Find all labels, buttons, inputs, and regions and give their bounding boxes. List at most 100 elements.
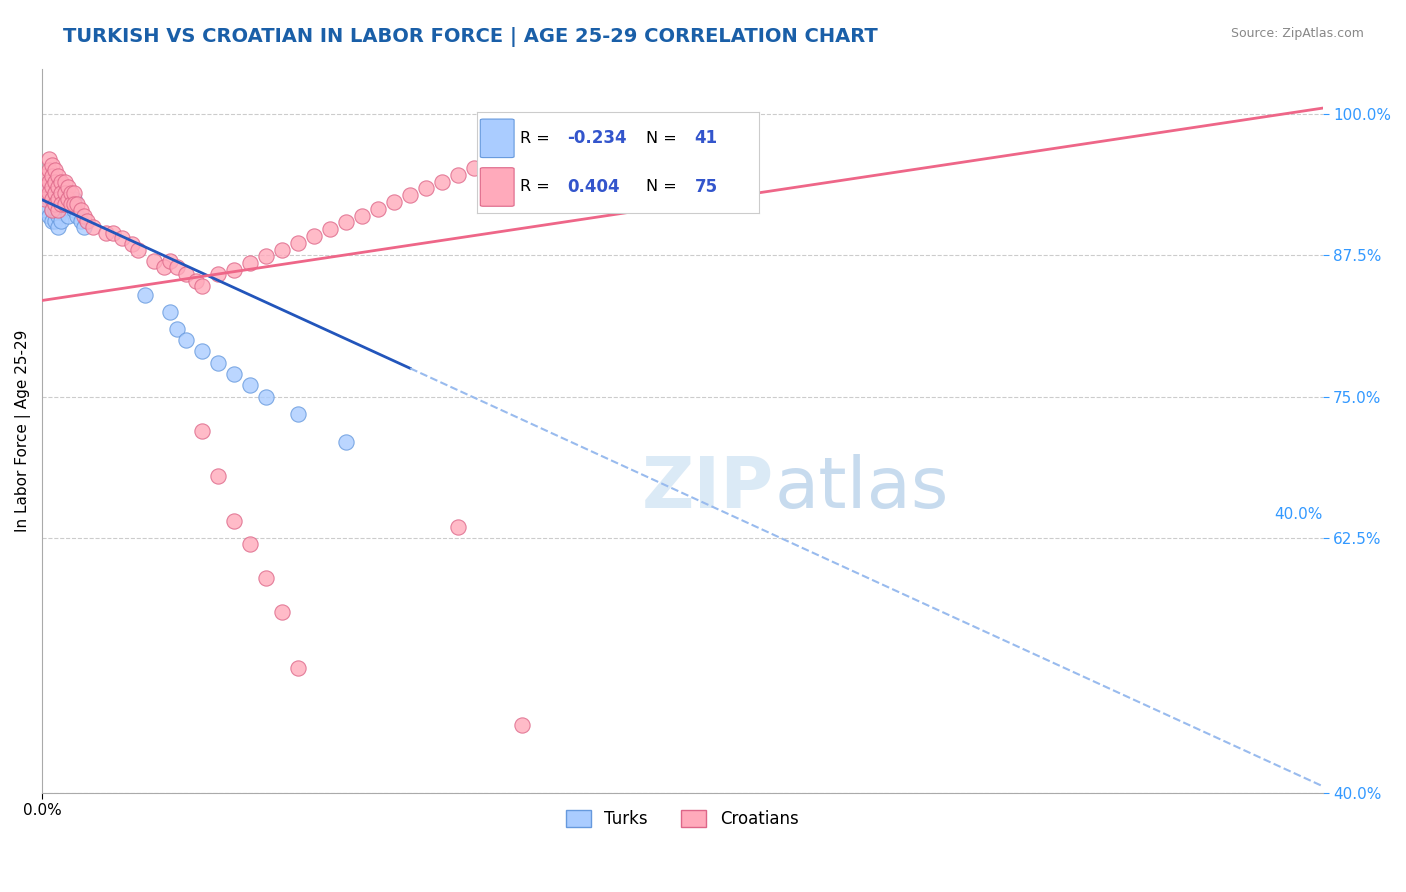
Point (94, 226, 117, 240)
Point (254, 390, 277, 404)
Point (38, 163, 60, 178)
Point (127, 243, 149, 257)
Point (432, 175, 454, 189)
Point (69, 214, 91, 228)
Point (53, 186, 76, 200)
Point (207, 356, 229, 370)
Point (319, 222, 342, 236)
Point (56, 180, 79, 194)
Point (38, 152, 60, 166)
Point (46, 202, 69, 217)
Point (174, 333, 197, 347)
Point (44, 202, 66, 217)
Point (287, 407, 309, 421)
Point (367, 202, 389, 216)
Point (46, 209, 69, 223)
Point (51, 197, 73, 211)
Text: ZIP: ZIP (641, 454, 775, 523)
Point (46, 192, 69, 206)
Point (46, 186, 69, 200)
Point (41, 192, 63, 206)
Point (51, 214, 73, 228)
Point (44, 186, 66, 200)
Point (159, 253, 181, 268)
Point (463, 161, 485, 175)
Point (207, 268, 229, 282)
Point (287, 661, 309, 675)
Point (63, 186, 86, 200)
Point (101, 226, 124, 240)
Point (239, 256, 262, 270)
Point (82, 219, 104, 234)
Point (399, 188, 422, 202)
Point (166, 260, 188, 274)
Point (41, 169, 63, 183)
Point (53, 197, 76, 211)
Point (191, 278, 214, 293)
Legend: Turks, Croatians: Turks, Croatians (560, 804, 806, 835)
Point (38, 209, 60, 223)
Point (76, 214, 98, 228)
Point (335, 434, 357, 449)
Point (41, 202, 63, 217)
Point (447, 168, 470, 182)
Point (510, 718, 533, 732)
Point (38, 192, 60, 206)
Point (207, 468, 229, 483)
Point (159, 305, 181, 319)
Point (73, 209, 96, 223)
Point (41, 180, 63, 194)
Point (46, 219, 69, 234)
Point (111, 231, 134, 245)
Text: atlas: atlas (775, 454, 949, 523)
Point (239, 537, 262, 551)
Point (56, 209, 79, 223)
Point (51, 192, 73, 206)
Point (302, 229, 325, 244)
Point (46, 180, 69, 194)
Point (56, 192, 79, 206)
Point (134, 288, 156, 302)
Point (271, 243, 294, 257)
Point (66, 209, 89, 223)
Point (59, 186, 82, 200)
Point (56, 197, 79, 211)
Point (224, 263, 246, 277)
Y-axis label: In Labor Force | Age 25-29: In Labor Force | Age 25-29 (15, 329, 31, 532)
Point (53, 175, 76, 189)
Point (239, 378, 262, 392)
Point (41, 214, 63, 228)
Point (44, 197, 66, 211)
Point (382, 194, 405, 209)
Point (143, 253, 166, 268)
Text: 40.0%: 40.0% (1274, 507, 1323, 522)
Point (38, 175, 60, 189)
Point (224, 367, 246, 381)
Point (184, 274, 207, 288)
Point (53, 186, 76, 200)
Point (59, 197, 82, 211)
Point (224, 514, 246, 528)
Point (271, 605, 294, 619)
Point (287, 235, 309, 250)
Point (191, 344, 214, 359)
Point (44, 214, 66, 228)
Point (63, 197, 86, 211)
Point (254, 249, 277, 263)
Point (46, 192, 69, 206)
Point (447, 520, 470, 534)
Text: Source: ZipAtlas.com: Source: ZipAtlas.com (1230, 27, 1364, 40)
Point (44, 186, 66, 200)
Point (59, 197, 82, 211)
Point (51, 202, 73, 217)
Point (44, 197, 66, 211)
Point (63, 202, 86, 217)
Text: TURKISH VS CROATIAN IN LABOR FORCE | AGE 25-29 CORRELATION CHART: TURKISH VS CROATIAN IN LABOR FORCE | AGE… (63, 27, 877, 46)
Point (191, 424, 214, 438)
Point (34, 180, 56, 194)
Point (44, 163, 66, 178)
Point (41, 180, 63, 194)
Point (352, 209, 374, 223)
Point (415, 181, 437, 195)
Point (41, 192, 63, 206)
